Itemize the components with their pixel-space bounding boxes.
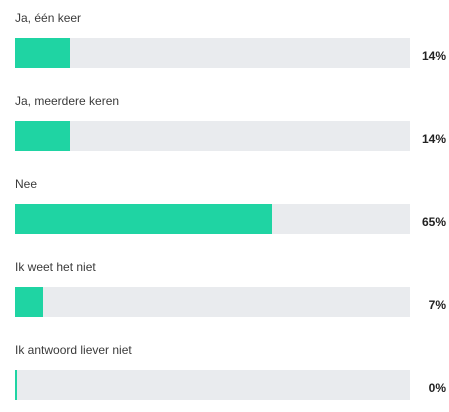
option-label: Nee	[15, 177, 38, 191]
option-label: Ja, één keer	[15, 11, 82, 25]
result-bar-track	[15, 204, 410, 234]
option-percentage: 14%	[421, 49, 446, 63]
result-bar-track	[15, 370, 410, 400]
option-percentage: 0%	[428, 381, 446, 395]
poll-option: Nee 65%	[0, 176, 449, 246]
result-bar-fill	[15, 370, 17, 400]
option-label: Ja, meerdere keren	[15, 94, 120, 108]
option-percentage: 65%	[421, 215, 446, 229]
option-percentage: 7%	[428, 298, 446, 312]
option-label: Ik antwoord liever niet	[15, 343, 132, 357]
poll-option: Ja, één keer 14%	[0, 10, 449, 80]
option-percentage: 14%	[421, 132, 446, 146]
option-label: Ik weet het niet	[15, 260, 96, 274]
result-bar-fill	[15, 38, 71, 68]
poll-option: Ik antwoord liever niet 0%	[0, 342, 449, 412]
result-bar-track	[15, 38, 410, 68]
result-bar-track	[15, 287, 410, 317]
result-bar-fill	[15, 204, 272, 234]
result-bar-track	[15, 121, 410, 151]
poll-results: Ja, één keer 14% Ja, meerdere keren 14% …	[0, 10, 449, 400]
poll-option: Ja, meerdere keren 14%	[0, 93, 449, 163]
result-bar-fill	[15, 121, 71, 151]
poll-option: Ik weet het niet 7%	[0, 259, 449, 329]
result-bar-fill	[15, 287, 43, 317]
